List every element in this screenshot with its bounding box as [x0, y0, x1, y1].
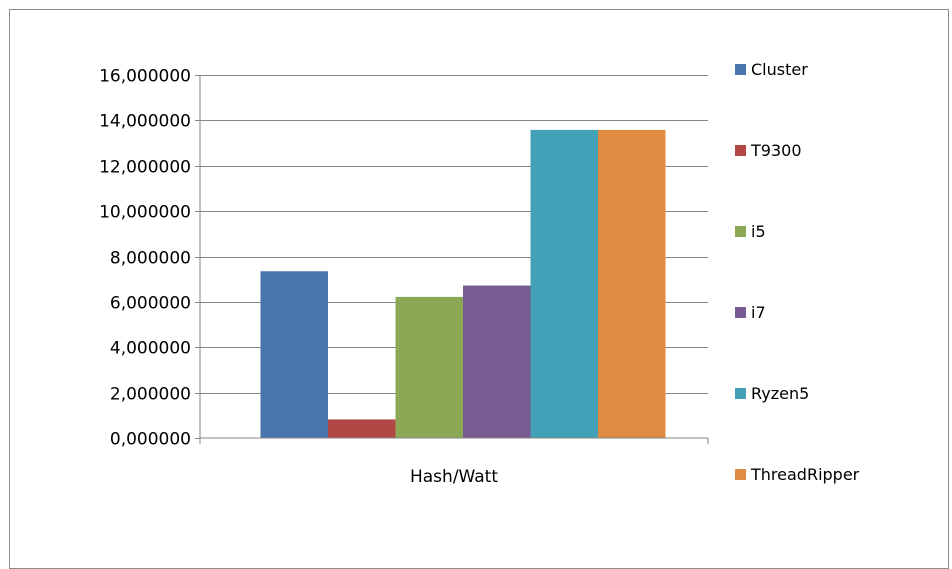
bar-cluster	[260, 271, 328, 438]
legend-label-t9300: T9300	[750, 141, 802, 160]
legend-swatch-t9300	[735, 145, 746, 156]
legend-swatch-i5	[735, 226, 746, 237]
bar-chart: 0,000000 2,000000 4,000000 6,000000 8,000000…	[99, 60, 860, 487]
bar-i5	[395, 296, 463, 438]
bar-i7	[463, 285, 531, 438]
y-tick-label: 12,000000	[99, 158, 191, 178]
bar-threadripper	[598, 129, 666, 438]
legend-label-threadripper: ThreadRipper	[750, 465, 860, 484]
y-axis-tick-marks	[195, 75, 200, 439]
y-tick-label: 14,000000	[99, 112, 191, 132]
legend-swatch-cluster	[735, 64, 746, 75]
legend: Cluster T9300 i5 i7 Ryzen5 ThreadRipper	[735, 60, 860, 484]
y-axis-tick-labels: 0,000000 2,000000 4,000000 6,000000 8,000000…	[99, 67, 191, 450]
legend-swatch-threadripper	[735, 469, 746, 480]
legend-swatch-ryzen5	[735, 388, 746, 399]
y-tick-label: 4,000000	[110, 339, 191, 359]
bar-ryzen5	[530, 129, 598, 438]
x-axis-tick-marks	[199, 438, 709, 444]
y-tick-label: 8,000000	[110, 249, 191, 269]
y-tick-label: 16,000000	[99, 67, 191, 87]
legend-label-cluster: Cluster	[751, 60, 808, 79]
legend-label-i7: i7	[751, 303, 766, 322]
legend-label-ryzen5: Ryzen5	[751, 384, 809, 403]
bars	[260, 129, 666, 438]
legend-label-i5: i5	[751, 222, 766, 241]
y-tick-label: 6,000000	[110, 294, 191, 314]
y-tick-label: 2,000000	[110, 385, 191, 405]
legend-swatch-i7	[735, 307, 746, 318]
category-label: Hash/Watt	[410, 467, 498, 487]
y-tick-label: 0,000000	[110, 430, 191, 450]
bar-t9300	[328, 419, 396, 438]
y-tick-label: 10,000000	[99, 203, 191, 223]
